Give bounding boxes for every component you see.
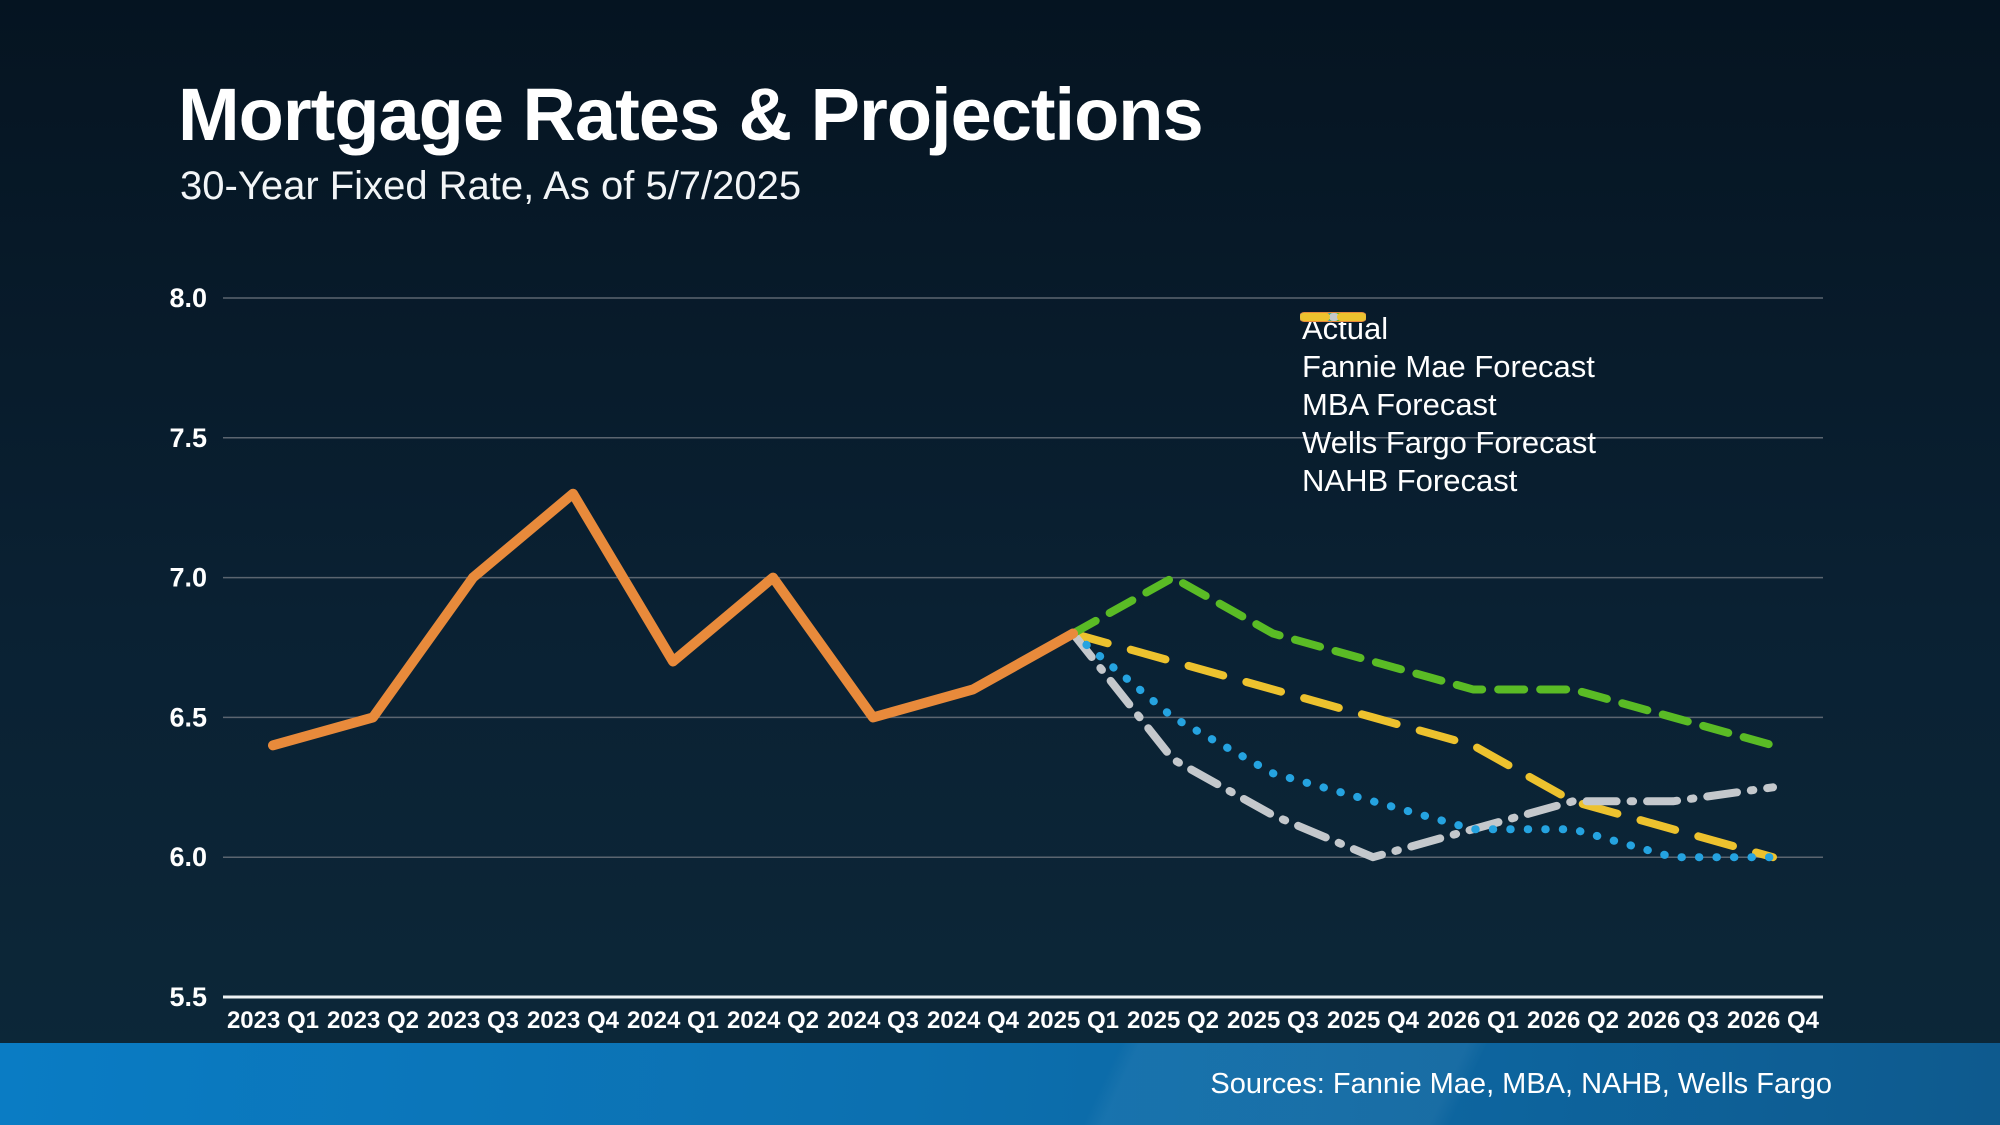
page-title: Mortgage Rates & Projections <box>178 73 1204 156</box>
series-line-mba-forecast <box>1069 573 1777 750</box>
y-tick-label: 5.5 <box>169 982 207 1012</box>
x-tick-label: 2026 Q2 <box>1527 1007 1619 1034</box>
x-tick-label: 2025 Q1 <box>1027 1007 1119 1034</box>
legend-label: MBA Forecast <box>1302 387 1497 422</box>
legend-swatch <box>1300 313 1366 321</box>
x-tick-label: 2023 Q4 <box>527 1007 620 1034</box>
series-line-fannie-mae-forecast <box>1069 629 1777 862</box>
x-tick-label: 2024 Q2 <box>727 1007 819 1034</box>
legend-item: NAHB Forecast <box>1300 313 1596 500</box>
x-tick-label: 2023 Q1 <box>227 1007 319 1034</box>
y-tick-label: 7.0 <box>169 563 207 593</box>
x-tick-label: 2024 Q4 <box>927 1007 1020 1034</box>
legend-label: Fannie Mae Forecast <box>1302 349 1595 384</box>
legend-item: Wells Fargo Forecast <box>1300 313 1597 462</box>
sources-text: Sources: Fannie Mae, MBA, NAHB, Wells Fa… <box>1210 1067 1832 1100</box>
x-tick-label: 2026 Q4 <box>1727 1007 1820 1034</box>
series-line-wells-fargo-forecast <box>1069 629 1777 862</box>
x-tick-label: 2024 Q1 <box>627 1007 719 1034</box>
y-tick-label: 7.5 <box>169 423 207 453</box>
legend-label: Wells Fargo Forecast <box>1302 425 1597 460</box>
x-tick-label: 2025 Q4 <box>1327 1007 1420 1034</box>
y-tick-label: 6.5 <box>169 702 207 732</box>
x-tick-label: 2026 Q3 <box>1627 1007 1719 1034</box>
legend-item: Fannie Mae Forecast <box>1300 313 1596 386</box>
series-line-nahb-forecast <box>1069 629 1777 862</box>
page-subtitle: 30-Year Fixed Rate, As of 5/7/2025 <box>180 164 802 208</box>
x-tick-label: 2023 Q3 <box>427 1007 519 1034</box>
y-tick-label: 8.0 <box>169 283 207 313</box>
sources-bar: Sources: Fannie Mae, MBA, NAHB, Wells Fa… <box>0 1043 2000 1125</box>
x-tick-label: 2023 Q2 <box>327 1007 419 1034</box>
x-tick-label: 2025 Q3 <box>1227 1007 1319 1034</box>
legend-item: MBA Forecast <box>1300 313 1596 424</box>
legend-label: NAHB Forecast <box>1302 463 1518 498</box>
x-tick-label: 2024 Q3 <box>827 1007 919 1034</box>
series-line-actual <box>268 488 1078 751</box>
y-tick-label: 6.0 <box>169 842 207 872</box>
x-tick-label: 2025 Q2 <box>1127 1007 1219 1034</box>
chart-legend: Actual Fannie Mae Forecast MBA Forecast Wel… <box>1300 310 1596 500</box>
x-tick-label: 2026 Q1 <box>1427 1007 1519 1034</box>
